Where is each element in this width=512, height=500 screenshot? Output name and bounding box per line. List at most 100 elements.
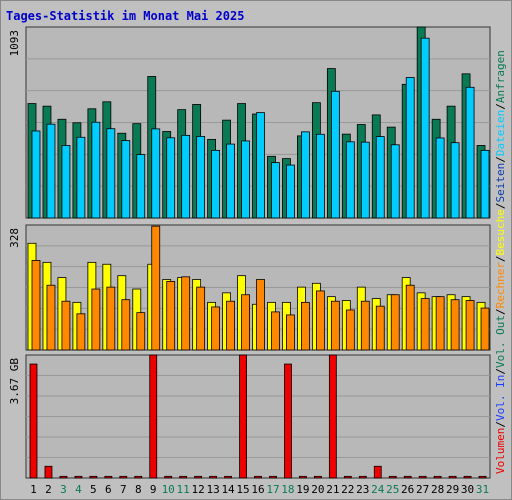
bar-rechner-day-26	[405, 284, 415, 351]
y-axis-max-label: 328	[8, 228, 21, 248]
x-tick-label: 21	[326, 483, 339, 496]
x-tick-label: 23	[356, 483, 369, 496]
bar-volumen-day-29	[448, 475, 457, 479]
x-tick-label: 16	[251, 483, 264, 496]
bar-rechner-day-27	[420, 298, 430, 351]
bar-dateien-day-14	[226, 143, 235, 219]
x-tick-label: 1	[30, 483, 37, 496]
x-tick-label: 24	[371, 483, 385, 496]
panels-group: 1093 328 3.67 GB	[8, 26, 491, 479]
bar-rechner-day-19	[301, 301, 310, 351]
bar-rechner-day-1	[31, 260, 41, 351]
x-axis: 1 2 3 4 5 6 7 8 9 10 11 12 13 14 15 16 17 18 19 20 21 22 23 24 2…	[30, 483, 489, 496]
x-tick-label: 30	[461, 483, 474, 496]
bar-dateien-day-3	[61, 145, 71, 219]
y-axis-max-label: 3.67 GB	[8, 358, 21, 405]
bar-volumen-day-19	[299, 475, 307, 479]
legend-separator: /	[494, 421, 507, 428]
bar-dateien-day-6	[106, 128, 116, 219]
bar-volumen-day-3	[59, 475, 68, 479]
bar-dateien-day-28	[435, 137, 445, 219]
bar-dateien-day-16	[256, 112, 265, 219]
legend-volumen: Volumen	[494, 428, 507, 474]
bar-rechner-day-22	[345, 309, 355, 351]
bar-rechner-day-16	[256, 279, 265, 351]
bar-dateien-day-23	[360, 141, 370, 219]
bar-volumen-day-22	[343, 475, 352, 479]
x-tick-label: 20	[311, 483, 324, 496]
x-tick-label: 26	[401, 483, 414, 496]
x-tick-label: 29	[446, 483, 459, 496]
x-tick-label: 27	[416, 483, 429, 496]
bar-dateien-day-9	[151, 128, 161, 219]
bar-rechner-day-4	[76, 313, 86, 351]
bar-rechner-day-2	[46, 284, 56, 351]
bar-rechner-day-21	[330, 300, 340, 351]
bar-volumen-day-1	[29, 363, 38, 479]
x-tick-label: 6	[105, 483, 112, 496]
bar-dateien-day-8	[136, 154, 146, 219]
legend-besuche: Besuche	[494, 209, 507, 255]
bar-volumen-day-13	[209, 475, 218, 479]
x-tick-label: 7	[120, 483, 127, 496]
legend-vol-out: Vol. Out	[494, 315, 507, 368]
bar-volumen-day-14	[224, 475, 232, 479]
bar-dateien-day-11	[181, 134, 191, 219]
legend-separator: /	[494, 308, 507, 315]
x-tick-label: 19	[296, 483, 309, 496]
bar-dateien-day-12	[196, 135, 206, 219]
y-axis-max-label: 1093	[8, 30, 21, 57]
bar-rechner-day-18	[286, 314, 295, 351]
bar-volumen-day-11	[179, 475, 188, 479]
bar-rechner-day-29	[450, 299, 460, 351]
legend-separator: /	[494, 202, 507, 209]
bar-volumen-day-26	[403, 475, 412, 479]
bar-dateien-day-5	[91, 121, 101, 219]
bar-dateien-day-21	[330, 90, 340, 219]
x-tick-label: 11	[177, 483, 190, 496]
bar-volumen-day-27	[418, 475, 427, 479]
right-legend-text: Volumen/Vol. In/Vol. Out/Rechner/Besuche…	[494, 50, 507, 474]
x-tick-label: 14	[221, 483, 235, 496]
bar-rechner-day-20	[315, 290, 325, 351]
bar-dateien-day-27	[420, 37, 430, 219]
x-tick-label: 8	[135, 483, 142, 496]
bar-volumen-day-30	[463, 475, 472, 479]
bar-dateien-day-29	[450, 142, 460, 219]
bar-rechner-day-11	[181, 276, 191, 351]
bar-rechner-day-24	[375, 305, 385, 351]
bar-rechner-day-28	[435, 296, 445, 351]
bar-rechner-day-6	[106, 286, 116, 351]
x-tick-label: 12	[192, 483, 205, 496]
bar-volumen-day-31	[478, 475, 487, 479]
bar-volumen-day-18	[284, 363, 292, 479]
bar-volumen-day-10	[164, 475, 173, 479]
x-tick-label: 31	[476, 483, 489, 496]
bar-dateien-day-15	[241, 140, 250, 219]
x-tick-label: 13	[206, 483, 219, 496]
bar-rechner-day-23	[360, 300, 370, 351]
bar-volumen-day-4	[74, 475, 83, 479]
x-tick-label: 17	[266, 483, 279, 496]
bar-dateien-day-4	[76, 136, 86, 219]
bar-volumen-day-7	[119, 475, 128, 479]
legend-separator: /	[494, 255, 507, 262]
x-tick-label: 10	[162, 483, 175, 496]
bar-volumen-day-21	[328, 354, 337, 479]
legend-dateien: Dateien	[494, 110, 507, 156]
bar-dateien-day-10	[166, 137, 176, 219]
legend-separator: /	[494, 103, 507, 110]
bar-rechner-day-15	[241, 294, 250, 351]
bar-dateien-day-19	[301, 131, 310, 219]
bar-dateien-day-31	[480, 149, 490, 219]
x-tick-label: 28	[431, 483, 444, 496]
panel-2: 328	[8, 224, 491, 351]
bar-volumen-day-23	[358, 475, 367, 479]
x-tick-label: 9	[150, 483, 157, 496]
legend-separator: /	[494, 368, 507, 375]
bar-volumen-day-16	[254, 475, 262, 479]
bar-rechner-day-25	[390, 294, 400, 351]
x-tick-label: 18	[281, 483, 294, 496]
bar-dateien-day-1	[31, 130, 41, 219]
